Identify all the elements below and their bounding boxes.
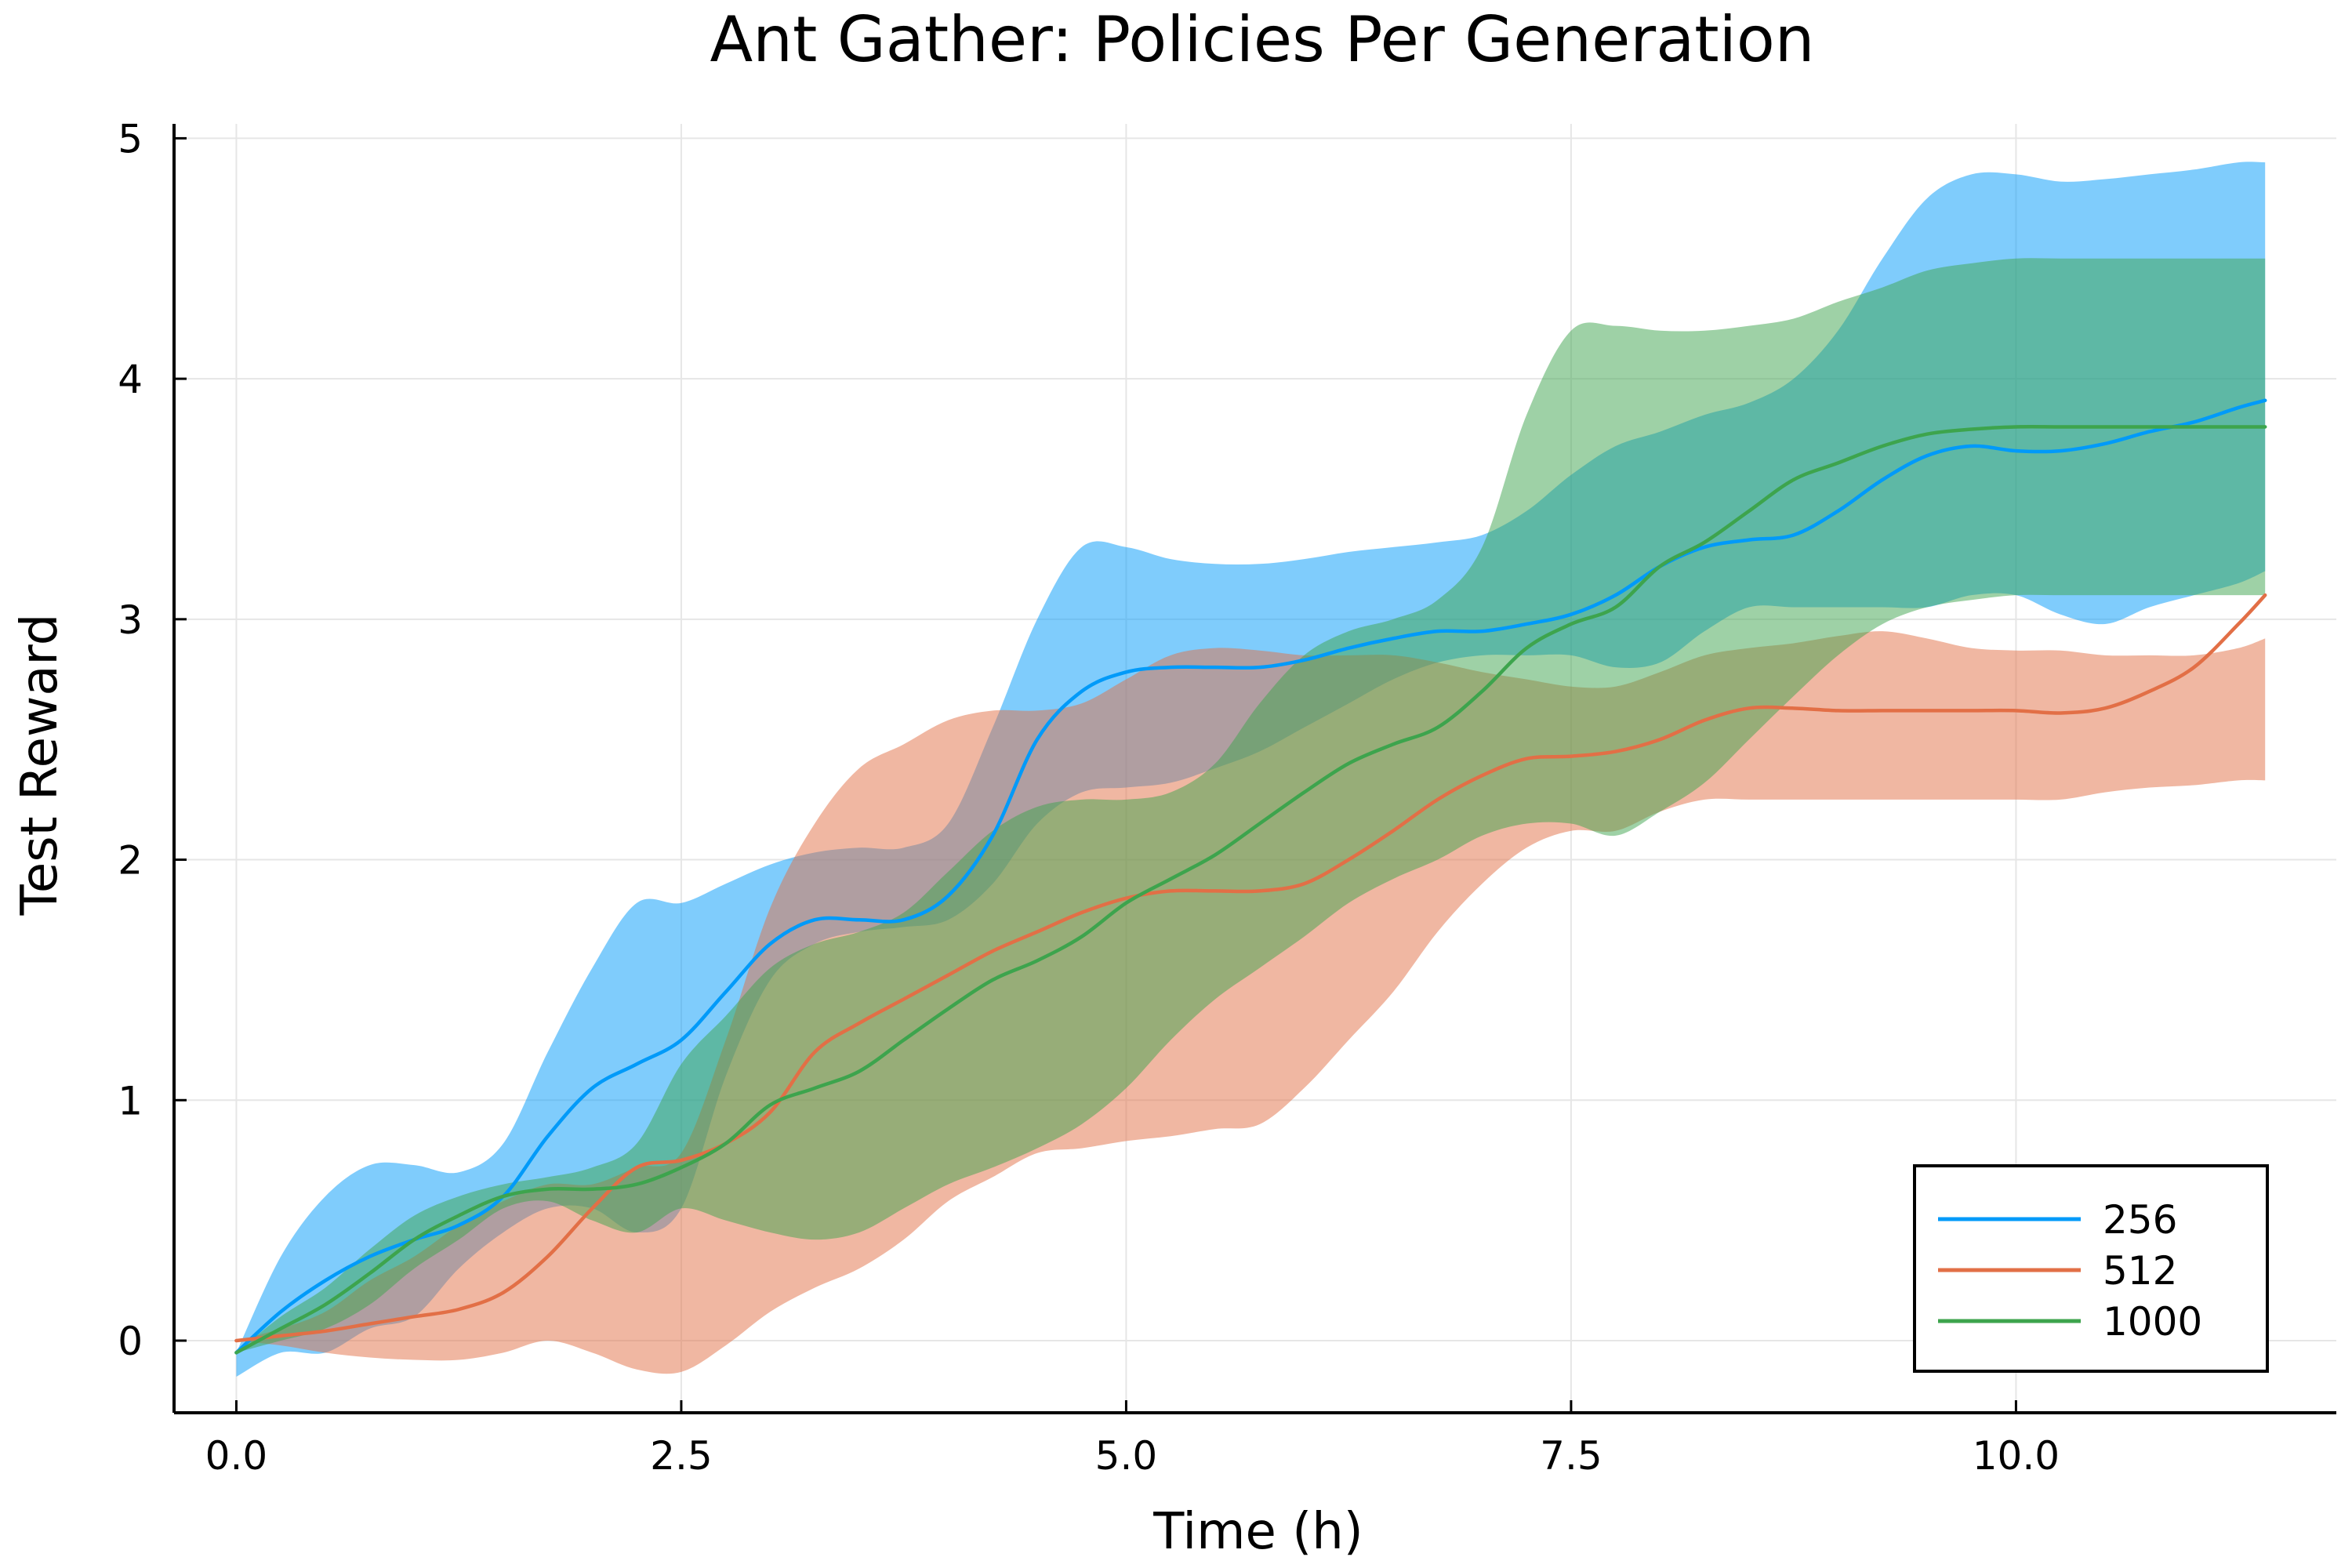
y-tick-label: 4 <box>118 357 143 402</box>
y-tick-label: 5 <box>118 116 143 162</box>
series-line-layer <box>234 398 2267 1355</box>
legend-label-512: 512 <box>2103 1248 2177 1294</box>
legend-label-256: 256 <box>2103 1197 2177 1243</box>
x-tick-label: 2.5 <box>650 1433 713 1479</box>
confidence-band-layer <box>236 162 2266 1377</box>
y-axis-label: Test Reward <box>11 614 69 916</box>
x-axis-label: Time (h) <box>1152 1503 1363 1561</box>
axis-layer: 0.0 2.5 5.0 7.5 10.0 0 1 2 3 4 5 <box>118 116 2336 1479</box>
x-tick-label: 7.5 <box>1540 1433 1602 1479</box>
legend-label-1000: 1000 <box>2103 1299 2202 1345</box>
y-tick-label: 0 <box>118 1319 143 1364</box>
y-tick-label: 2 <box>118 838 143 884</box>
line-series-1000 <box>234 424 2267 1355</box>
x-tick-label: 0.0 <box>205 1433 268 1479</box>
x-tick-label: 10.0 <box>1973 1433 2060 1479</box>
line-series-256 <box>234 398 2267 1355</box>
line-series-512 <box>234 593 2267 1343</box>
y-tick-label: 3 <box>118 597 143 643</box>
x-tick-label: 5.0 <box>1095 1433 1158 1479</box>
y-tick-label: 1 <box>118 1078 143 1123</box>
band-series-1000 <box>236 258 2266 1353</box>
chart-title: Ant Gather: Policies Per Generation <box>710 3 1815 76</box>
legend: 256 512 1000 <box>1913 1164 2269 1373</box>
